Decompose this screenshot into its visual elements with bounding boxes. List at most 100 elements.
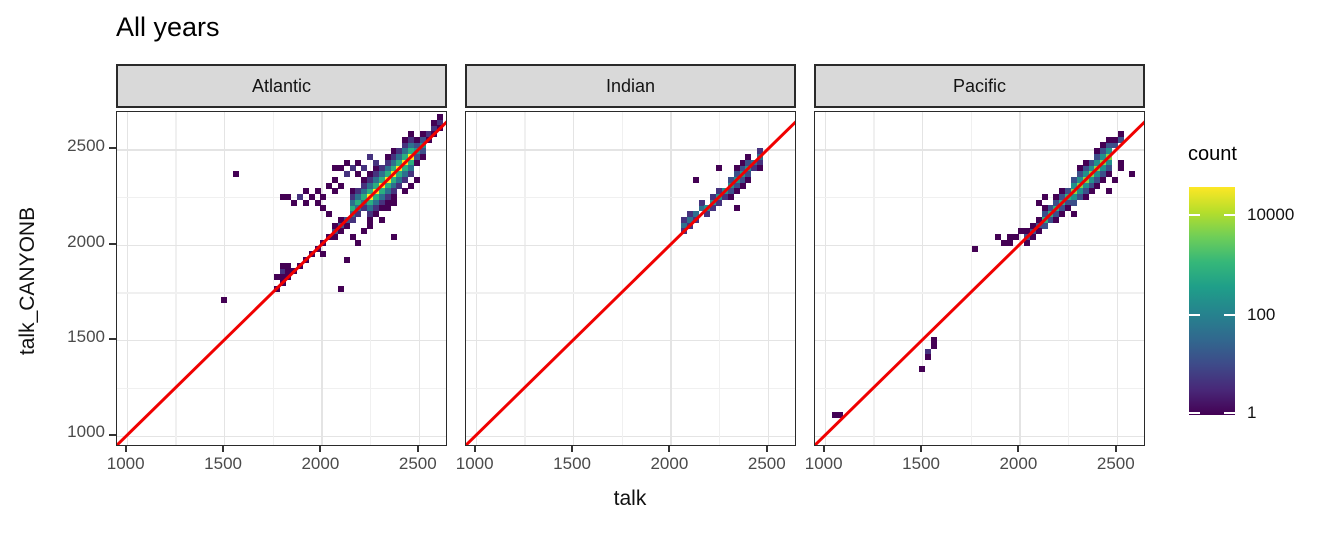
count-bin: [1030, 234, 1037, 240]
count-bin: [692, 176, 699, 183]
count-bin: [1053, 216, 1060, 223]
count-bin: [930, 342, 937, 349]
gridline-horizontal: [466, 196, 795, 199]
x-tick-label: 2000: [301, 454, 340, 473]
x-tick-label: 2500: [1096, 454, 1135, 473]
gridline-horizontal: [815, 340, 1144, 342]
y-tick-mark: [109, 338, 116, 341]
gridline-horizontal: [117, 387, 446, 390]
gridline-horizontal: [466, 340, 795, 342]
count-bin: [337, 228, 344, 235]
count-bin: [431, 131, 438, 137]
gridline-horizontal: [466, 387, 795, 390]
y-tick-mark: [109, 147, 116, 150]
count-bin: [739, 182, 746, 189]
count-bin: [681, 228, 688, 235]
count-bin: [361, 165, 368, 172]
count-bin: [1071, 199, 1077, 206]
count-bin: [692, 216, 699, 223]
x-tick-mark: [668, 446, 671, 452]
gridline-vertical: [175, 112, 177, 445]
x-tick-label: 1000: [804, 454, 843, 473]
count-bin: [279, 193, 286, 200]
x-tick-label: 2000: [650, 454, 689, 473]
count-bin: [285, 274, 292, 281]
count-bin: [402, 188, 409, 195]
gridline-vertical: [719, 112, 721, 445]
count-bin: [1006, 239, 1013, 246]
panel-indian: [465, 111, 796, 446]
y-tick-label: 2000: [67, 232, 105, 251]
count-bin: [320, 193, 327, 200]
count-bin: [343, 159, 350, 166]
count-bin: [378, 216, 385, 223]
count-bin: [408, 182, 414, 189]
count-bin: [326, 211, 333, 218]
legend-tick: [1224, 412, 1235, 414]
count-bin: [1100, 176, 1107, 183]
x-axis-title: talk: [613, 487, 647, 510]
count-bin: [355, 159, 362, 166]
x-tick-mark: [124, 446, 127, 452]
legend-tick: [1189, 214, 1200, 216]
count-bin: [273, 274, 280, 281]
gridline-vertical: [524, 112, 526, 445]
gridline-horizontal: [466, 149, 795, 151]
gridline-vertical: [475, 112, 478, 445]
count-bin: [919, 365, 926, 372]
count-bin: [285, 193, 292, 200]
count-bin: [337, 285, 344, 292]
count-bin: [373, 159, 379, 166]
count-bin: [1018, 228, 1025, 235]
facet-label: Indian: [605, 75, 656, 96]
count-bin: [710, 205, 717, 212]
count-bin: [1012, 234, 1019, 240]
count-bin: [716, 165, 723, 172]
plot-title: All years: [116, 12, 220, 42]
y-axis-title: talk_CANYONB: [16, 206, 39, 356]
facet-strip-atlantic: Atlantic: [116, 64, 447, 108]
x-tick-mark: [920, 446, 923, 452]
x-tick-label: 2500: [398, 454, 437, 473]
count-bin: [279, 279, 286, 286]
count-bin: [1059, 211, 1066, 218]
count-bin: [285, 262, 292, 269]
count-bin: [343, 171, 350, 177]
count-bin: [1041, 222, 1048, 229]
count-bin: [1106, 188, 1112, 195]
legend-tick: [1224, 314, 1235, 316]
count-bin: [1088, 188, 1095, 195]
count-bin: [343, 222, 350, 229]
gridline-horizontal: [117, 244, 446, 247]
gridline-vertical: [873, 112, 875, 445]
x-tick-label: 1500: [204, 454, 242, 473]
x-tick-mark: [319, 446, 322, 452]
count-bin: [302, 256, 309, 263]
facet-label: Atlantic: [251, 75, 312, 96]
count-bin: [355, 211, 362, 218]
gridline-vertical: [824, 112, 827, 445]
count-bin: [302, 199, 309, 206]
count-bin: [355, 239, 362, 246]
gridline-vertical: [767, 112, 770, 445]
count-bin: [1111, 176, 1118, 183]
legend-tick-label: 10000: [1247, 205, 1295, 224]
count-bin: [425, 136, 432, 143]
count-bin: [1035, 199, 1042, 206]
count-bin: [221, 297, 228, 303]
x-tick-mark: [765, 446, 768, 452]
count-bin: [1111, 142, 1118, 149]
count-bin: [291, 199, 298, 206]
count-bin: [757, 148, 763, 155]
x-tick-mark: [822, 446, 825, 452]
count-bin: [437, 113, 444, 120]
count-bin: [971, 245, 978, 252]
count-bin: [716, 199, 723, 206]
gridline-horizontal: [815, 435, 1144, 437]
count-bin: [413, 176, 420, 183]
x-tick-mark: [416, 446, 419, 452]
count-bin: [733, 205, 740, 212]
gridline-vertical: [370, 112, 372, 445]
gridline-horizontal: [466, 292, 795, 294]
y-tick-mark: [109, 433, 116, 436]
